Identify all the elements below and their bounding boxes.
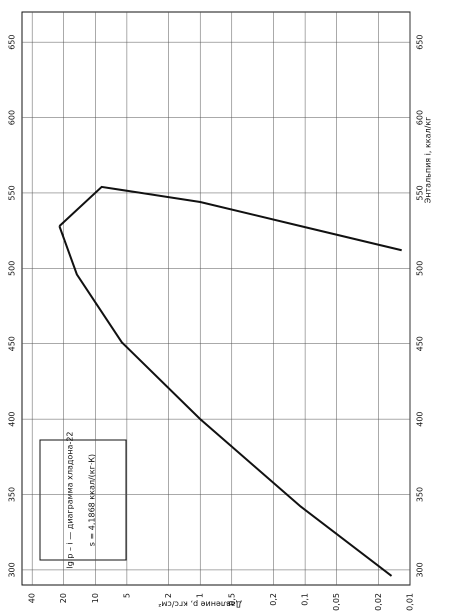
chart-subtitle: s = 4,1868 ккал/(кг·К) xyxy=(88,454,97,546)
saturation-line xyxy=(58,225,393,577)
saturation-line xyxy=(58,185,402,252)
x-tick-label: 20 xyxy=(59,593,68,603)
legend-box xyxy=(39,439,127,561)
x-axis-title: Давление p, кгс/см² xyxy=(158,600,242,609)
x-tick-label: 0,01 xyxy=(406,593,415,611)
y-tick-label: 300 xyxy=(8,562,17,577)
y-tick-label: 350 xyxy=(416,487,425,502)
x-tick-label: 1 xyxy=(196,593,205,598)
y-tick-label: 600 xyxy=(416,110,425,125)
y-tick-label: 400 xyxy=(8,411,17,426)
x-tick-label: 2 xyxy=(164,593,173,598)
chart-title: lg p – i — диаграмма хладона-22 xyxy=(66,431,75,568)
x-tick-label: 40 xyxy=(28,593,37,603)
x-tick-label: 0,02 xyxy=(374,593,383,611)
x-tick-label: 10 xyxy=(91,593,100,603)
y-tick-label: 500 xyxy=(8,261,17,276)
x-tick-label: 0,2 xyxy=(269,593,278,606)
y-tick-label: 550 xyxy=(416,185,425,200)
y-tick-label: 350 xyxy=(8,487,17,502)
y-tick-label: 300 xyxy=(416,562,425,577)
x-tick-label: 0,1 xyxy=(301,593,310,606)
y-tick-label: 400 xyxy=(416,411,425,426)
y-tick-label: 600 xyxy=(8,110,17,125)
y-tick-label: 500 xyxy=(416,261,425,276)
x-tick-label: 0,05 xyxy=(332,593,341,611)
x-tick-label: 0,5 xyxy=(227,593,236,606)
y-tick-label: 550 xyxy=(8,185,17,200)
x-tick-label: 5 xyxy=(122,593,131,598)
y-tick-label: 650 xyxy=(8,35,17,50)
y-tick-label: 650 xyxy=(416,35,425,50)
y-tick-label: 450 xyxy=(416,336,425,351)
y-tick-label: 450 xyxy=(8,336,17,351)
y-axis-title: Энтальпия i, ккал/кг xyxy=(424,117,433,204)
